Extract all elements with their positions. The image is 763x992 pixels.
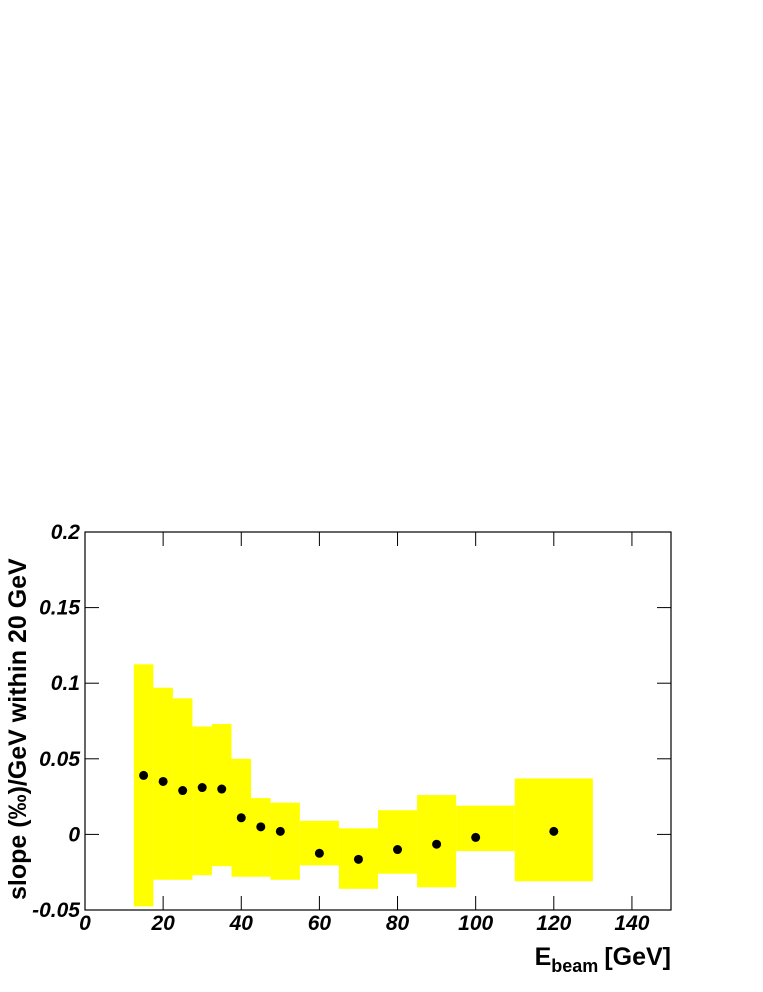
- y-tick-label: 0.2: [51, 521, 81, 544]
- data-point: [353, 854, 363, 864]
- x-label-main: E: [535, 943, 552, 971]
- frame: [84, 531, 672, 911]
- error-band: [270, 802, 300, 880]
- y-tick-label: -0.05: [32, 899, 80, 922]
- error-band: [211, 724, 232, 867]
- marks: [139, 770, 559, 864]
- data-point: [393, 845, 403, 855]
- x-tick-label: 100: [458, 912, 493, 935]
- data-point: [217, 784, 227, 794]
- data-point: [432, 839, 442, 849]
- x-tick-label: 120: [536, 912, 571, 935]
- x-tick-label: 80: [386, 912, 410, 935]
- data-point: [178, 786, 188, 796]
- error-band: [251, 798, 271, 877]
- error-band: [192, 726, 212, 876]
- data-point: [197, 783, 207, 793]
- data-point: [139, 770, 149, 780]
- y-tick-label: 0: [68, 823, 80, 846]
- data-point: [549, 826, 559, 836]
- y-tick-label: 0.05: [39, 748, 80, 771]
- bands: [133, 664, 593, 907]
- x-label-sub: beam: [551, 956, 598, 976]
- data-point: [256, 822, 266, 832]
- data-point: [471, 832, 481, 842]
- y-tick-label: 0.15: [39, 597, 80, 620]
- data-point: [236, 813, 246, 823]
- data-point: [158, 776, 168, 786]
- error-band: [299, 820, 339, 866]
- x-tick-label: 20: [150, 912, 175, 935]
- error-band: [456, 805, 515, 852]
- x-tick-label: 140: [614, 912, 649, 935]
- x-tick-label: 0: [79, 912, 91, 935]
- error-band: [133, 664, 154, 907]
- error-band: [378, 810, 418, 874]
- y-axis-label: slope (‰)/GeV within 20 GeV: [4, 558, 32, 900]
- x-axis-label: Ebeam [GeV]: [535, 943, 671, 976]
- data-point: [275, 826, 285, 836]
- x-tick-label: 60: [308, 912, 332, 935]
- data-point: [314, 848, 324, 858]
- x-tick-label: 40: [229, 912, 254, 935]
- y-tick-label: 0.1: [51, 672, 80, 695]
- x-label-unit: [GeV]: [604, 943, 671, 971]
